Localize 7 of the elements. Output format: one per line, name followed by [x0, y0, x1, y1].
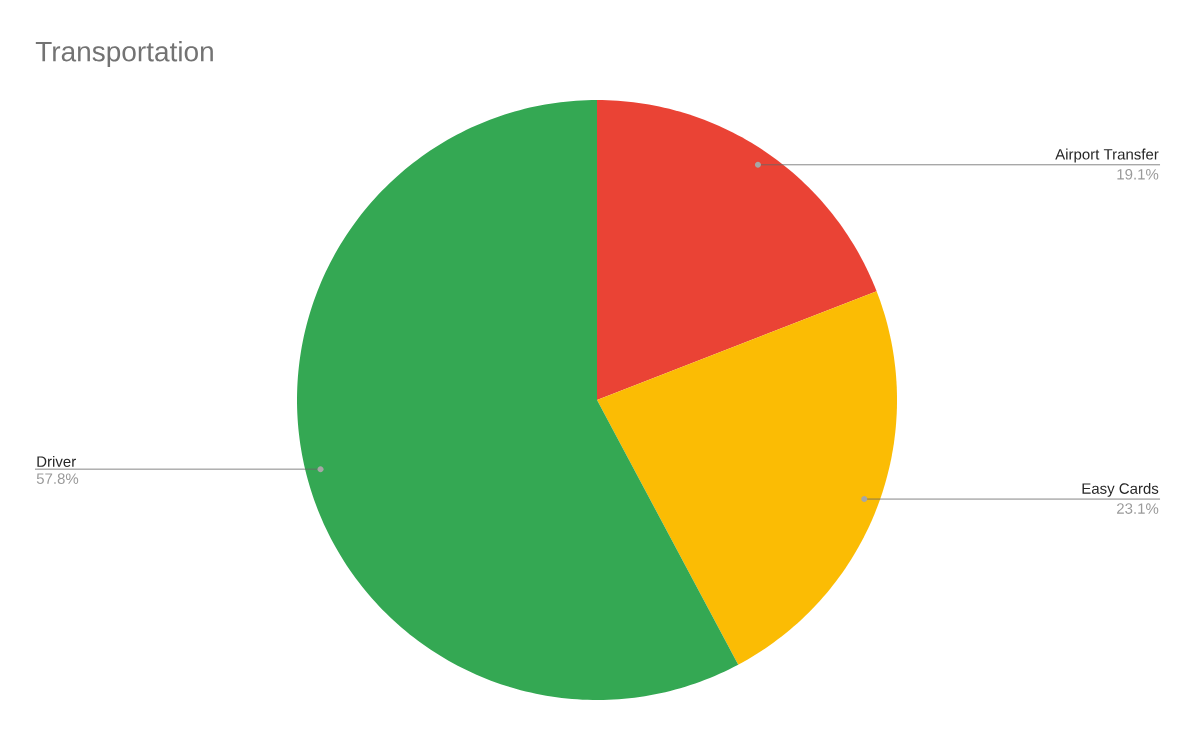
data-label: 23.1% [1117, 503, 1159, 514]
data-label: 57.8% [36, 473, 79, 484]
data-label: 19.1% [1117, 168, 1159, 180]
slice-label: Airport Transfer [1055, 148, 1159, 163]
chart-title: Transportation [35, 40, 213, 68]
slice-label: Easy Cards [1082, 482, 1159, 497]
slice-label: Driver [37, 455, 76, 467]
